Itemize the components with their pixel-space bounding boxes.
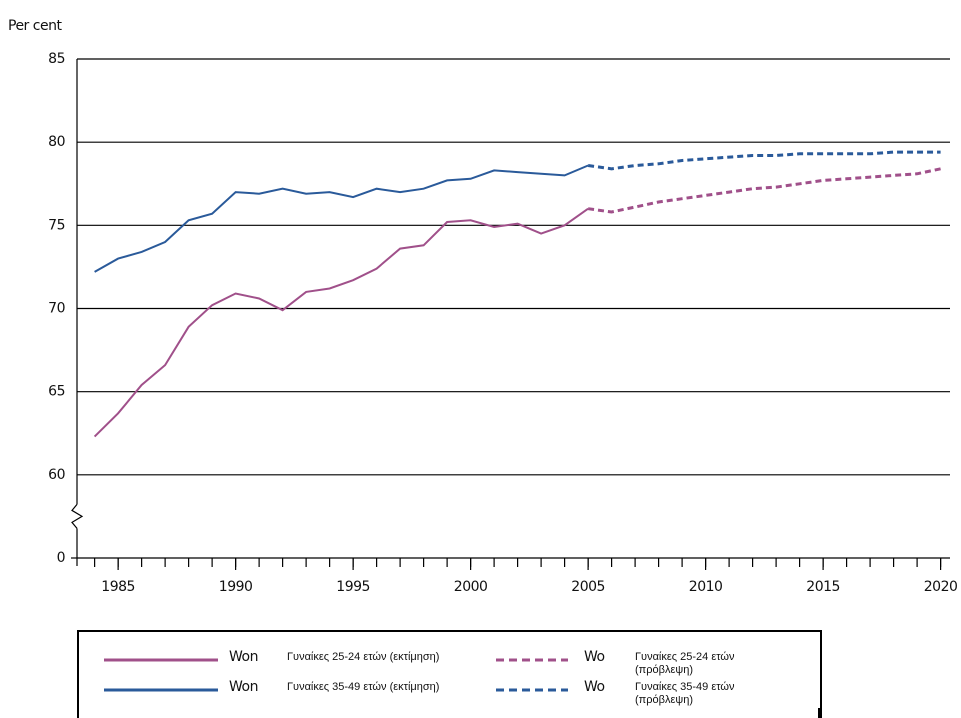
axis-break — [71, 504, 84, 529]
x-tick-label: 1990 — [219, 579, 253, 595]
series-line — [587, 167, 941, 214]
legend-label: Γυναίκες 25-24 ετών (εκτίμηση) — [287, 651, 440, 663]
legend-stub: Won — [229, 649, 258, 665]
legend-label: Γυναίκες 25-24 ετών (πρόβλεψη) — [635, 651, 735, 676]
chart: Per cent 0 60 65 70 75 80 85 1985 1990 1995 2000 20… — [8, 18, 958, 595]
legend-stub: Wo — [584, 649, 605, 665]
y-tick-label: 60 — [48, 467, 65, 483]
legend-stub: Wo — [584, 679, 605, 695]
y-tick-label: 85 — [48, 51, 65, 67]
x-tick-label: 1985 — [101, 579, 135, 595]
series-line — [587, 150, 941, 171]
x-tick-label: 2000 — [454, 579, 488, 595]
y-tick-label: 80 — [48, 134, 65, 150]
x-tick-label: 2005 — [571, 579, 605, 595]
x-tick-label: 2015 — [806, 579, 840, 595]
legend-label: Γυναίκες 35-49 ετών (πρόβλεψη) — [635, 681, 735, 706]
legend — [77, 630, 822, 718]
series-line — [94, 164, 589, 273]
x-tick-label: 2020 — [924, 579, 958, 595]
y-tick-label: 0 — [57, 550, 65, 566]
y-tick-label: 65 — [48, 384, 65, 400]
y-tick-label: 75 — [48, 217, 65, 233]
legend-label: Γυναίκες 35-49 ετών (εκτίμηση) — [287, 681, 440, 693]
legend-stub: Won — [229, 679, 258, 695]
x-tick-label: 2010 — [689, 579, 723, 595]
y-tick-label: 70 — [48, 301, 65, 317]
x-tick-label: 1995 — [336, 579, 370, 595]
series-line — [93, 207, 589, 438]
y-axis-label: Per cent — [8, 18, 62, 34]
